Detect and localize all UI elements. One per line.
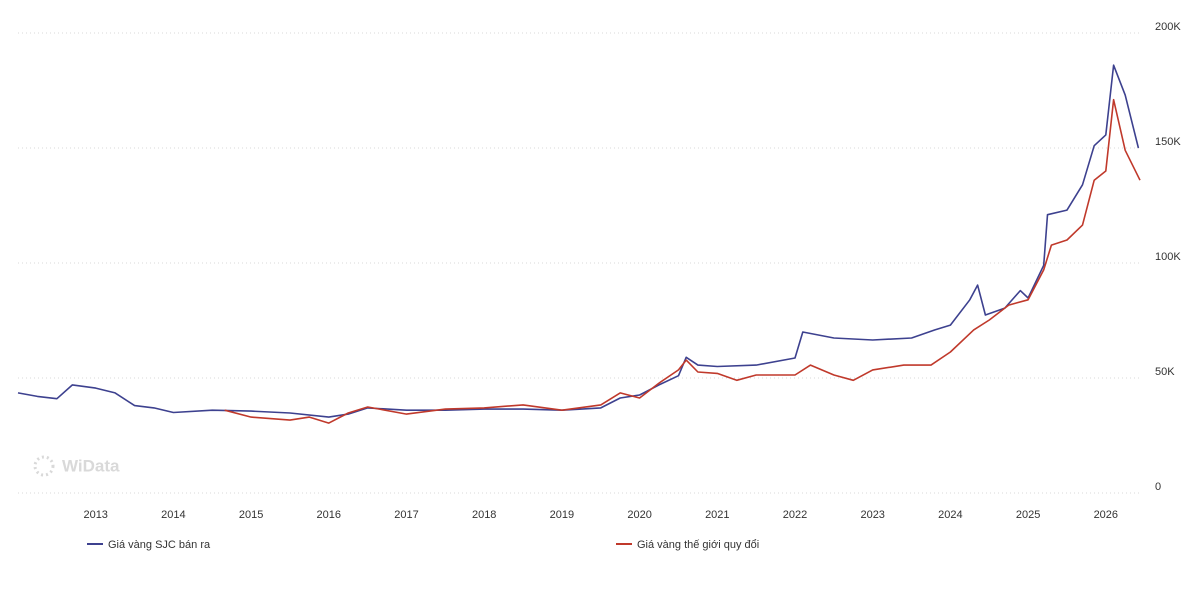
legend-label: Giá vàng SJC bán ra	[108, 539, 211, 551]
y-tick-label: 100K	[1155, 251, 1181, 263]
x-tick-label: 2026	[1094, 509, 1118, 521]
y-tick-label: 200K	[1155, 21, 1181, 33]
x-tick-label: 2013	[83, 509, 107, 521]
x-tick-label: 2022	[783, 509, 807, 521]
y-tick-label: 50K	[1155, 366, 1175, 378]
legend-label: Giá vàng thế giới quy đổi	[637, 539, 759, 551]
watermark-text: WiData	[62, 456, 120, 475]
y-tick-label: 150K	[1155, 136, 1181, 148]
x-tick-label: 2017	[394, 509, 418, 521]
legend-item: Giá vàng SJC bán ra	[87, 539, 211, 551]
series-line	[224, 98, 1141, 424]
watermark-icon	[33, 455, 55, 477]
y-tick-label: 0	[1155, 481, 1161, 493]
series-line	[17, 64, 1140, 418]
x-tick-label: 2019	[550, 509, 574, 521]
x-tick-label: 2016	[317, 509, 341, 521]
legend-item: Giá vàng thế giới quy đổi	[616, 539, 759, 551]
x-tick-label: 2020	[627, 509, 651, 521]
x-tick-label: 2021	[705, 509, 729, 521]
x-tick-label: 2025	[1016, 509, 1040, 521]
x-tick-label: 2024	[938, 509, 962, 521]
watermark: WiData	[33, 455, 120, 477]
x-tick-label: 2018	[472, 509, 496, 521]
x-tick-label: 2014	[161, 509, 185, 521]
x-tick-label: 2015	[239, 509, 263, 521]
x-tick-label: 2023	[860, 509, 884, 521]
